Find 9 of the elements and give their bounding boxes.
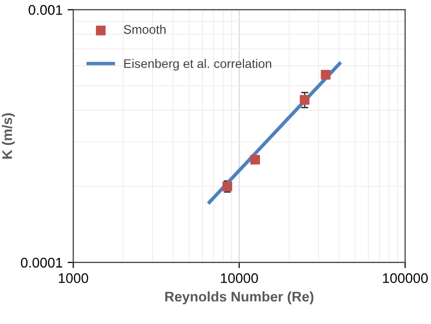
y-tick-label: 0.0001 — [20, 258, 62, 268]
legend-label: Eisenberg et al. correlation — [124, 58, 272, 71]
legend-label: Smooth — [124, 24, 166, 34]
x-tick-label: 100000 — [383, 273, 428, 284]
x-tick-label: 10000 — [220, 273, 258, 284]
x-axis-title: Reynolds Number (Re) — [165, 291, 314, 304]
y-tick-label: 0.001 — [28, 5, 62, 15]
x-tick-label: 1000 — [58, 273, 88, 284]
y-axis-title: K (m/s) — [2, 113, 15, 159]
